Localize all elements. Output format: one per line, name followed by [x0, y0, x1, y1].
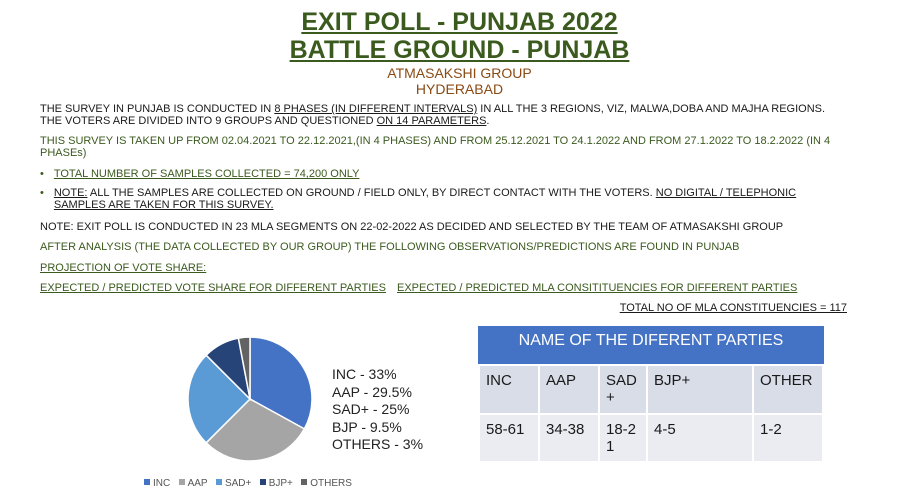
no-digital-text: NO DIGITAL / TELEPHONIC SAMPLES ARE TAKE… — [53, 187, 797, 211]
chart-legend: INC AAP SAD+ BJP+ OTHERS — [144, 478, 352, 489]
legend-label: SAD+ — [224, 478, 252, 489]
survey-dates: THIS SURVEY IS TAKEN UP FROM 02.04.2021 … — [40, 135, 831, 159]
legend-swatch — [144, 479, 150, 485]
pie-slice-others — [237, 336, 251, 400]
bullet-samples: • TOTAL NUMBER OF SAMPLES COLLECTED = 74,… — [40, 168, 840, 180]
org-name: ATMASAKSHI GROUP — [387, 65, 532, 81]
seat-cell: 4-5 — [646, 413, 754, 463]
legend-swatch — [215, 479, 222, 485]
analysis-text: AFTER ANALYSIS (THE DATA COLLECTED BY OU… — [40, 241, 740, 253]
vote-share-heading: EXPECTED / PREDICTED VOTE SHARE FOR DIFF… — [40, 282, 386, 294]
legend-swatch — [259, 479, 266, 485]
samples-text: TOTAL NUMBER OF SAMPLES COLLECTED = 74,2… — [53, 168, 360, 180]
survey-text-a: THE SURVEY IN PUNJAB IS CONDUCTED IN — [40, 103, 275, 115]
legend-sad: SAD+ — [215, 478, 252, 489]
pie-slice-inc — [249, 336, 313, 430]
legend-others: OTHERS — [301, 478, 352, 489]
survey-text-c: IN ALL THE 3 REGIONS, VIZ, MALWA,DOBA AN… — [477, 103, 826, 115]
legend-label: AAP — [187, 478, 208, 489]
party-cell: INC — [478, 364, 540, 415]
label-inc: INC - 33% — [332, 366, 397, 382]
label-sad: SAD+ - 25% — [332, 401, 410, 417]
bullet-note: • NOTE: ALL THE SAMPLES ARE COLLECTED ON… — [40, 187, 820, 211]
legend-bjp: BJP+ — [259, 478, 293, 489]
survey-paragraph: THE SURVEY IN PUNJAB IS CONDUCTED IN 8 P… — [40, 103, 880, 127]
pie-slices — [187, 336, 313, 462]
survey-text-d: THE VOTERS ARE DIVIDED INTO 9 GROUPS AND… — [40, 115, 377, 127]
legend-inc: INC — [144, 478, 170, 489]
title-line-2: BATTLE GROUND - PUNJAB — [289, 36, 630, 64]
title-line-1: EXIT POLL - PUNJAB 2022 — [301, 8, 618, 36]
legend-label: INC — [153, 478, 171, 489]
survey-phases: 8 PHASES (IN DIFFERENT INTERVALS) — [274, 103, 478, 115]
seat-cell: 18-2 1 — [598, 413, 648, 463]
city-name: HYDERABAD — [415, 81, 504, 97]
party-cell: OTHER — [752, 364, 824, 415]
bullet-dot: • — [40, 168, 44, 180]
projection-heading: PROJECTION OF VOTE SHARE: — [40, 262, 207, 274]
party-cell: SAD + — [598, 364, 648, 415]
label-bjp: BJP - 9.5% — [332, 418, 402, 435]
total-mla: TOTAL NO OF MLA CONSTITUENCIES = 117 — [619, 302, 847, 314]
seat-cell: 34-38 — [538, 413, 600, 463]
pie-slice-sad — [187, 354, 252, 444]
mla-heading: EXPECTED / PREDICTED MLA CONSITITUENCIES… — [397, 282, 798, 294]
label-others: OTHERS - 3% — [332, 436, 424, 452]
label-aap: AAP - 29.5% — [332, 383, 412, 400]
party-table: NAME OF THE DIFERENT PARTIES INC AAP SAD… — [478, 326, 824, 463]
party-seat-table: INC AAP SAD + BJP+ OTHER 58-61 34-38 18-… — [478, 364, 824, 463]
party-cell: AAP — [538, 364, 600, 415]
legend-label: OTHERS — [310, 478, 352, 489]
seat-cell: 1-2 — [752, 413, 824, 463]
legend-swatch — [301, 479, 308, 485]
legend-swatch — [178, 479, 185, 485]
seat-range-row: 58-61 34-38 18-2 1 4-5 1-2 — [478, 413, 824, 463]
vote-share-pie-chart — [187, 336, 313, 462]
seat-cell: 58-61 — [478, 413, 540, 463]
survey-text-f: . — [486, 115, 490, 127]
legend-label: BJP+ — [268, 478, 293, 489]
note-text: ALL THE SAMPLES ARE COLLECTED ON GROUND … — [87, 187, 656, 199]
survey-parameters: ON 14 PARAMETERS — [376, 115, 487, 127]
party-cell: BJP+ — [646, 364, 754, 415]
pie-labels: INC - 33% AAP - 29.5% SAD+ - 25% BJP - 9… — [332, 366, 452, 454]
legend-aap: AAP — [178, 478, 208, 489]
pie-slice-aap — [205, 398, 306, 462]
exit-poll-note: NOTE: EXIT POLL IS CONDUCTED IN 23 MLA S… — [40, 221, 784, 233]
party-table-header: NAME OF THE DIFERENT PARTIES — [478, 326, 824, 364]
bullet-dot: • — [40, 187, 44, 199]
note-label: NOTE: — [53, 187, 88, 199]
party-name-row: INC AAP SAD + BJP+ OTHER — [478, 364, 824, 415]
